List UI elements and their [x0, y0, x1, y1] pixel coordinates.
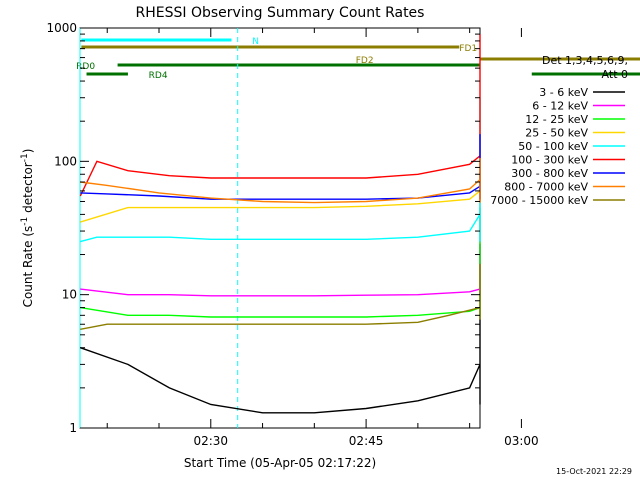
legend-label-3-6-kev: 3 - 6 keV	[539, 86, 588, 99]
flag-label-rd4: RD4	[149, 71, 168, 81]
series-line-7000-15000-kev	[80, 263, 481, 330]
footer-timestamp: 15-Oct-2021 22:29	[556, 467, 632, 476]
y-axis-label: Count Rate (s-1 detector-1)	[20, 149, 35, 308]
x-axis-label: Start Time (05-Apr-05 02:17:22)	[184, 456, 376, 470]
legend-label-800-7000-kev: 800 - 7000 keV	[504, 181, 588, 194]
series-line-3-6-kev	[80, 244, 481, 414]
series-line-6-12-kev	[80, 201, 481, 297]
y-tick-label: 1000	[46, 21, 77, 35]
series-line-300-800-kev	[80, 134, 481, 200]
flags-layer: N FD1 FD2 RD0 RD4	[76, 37, 640, 81]
flag-label-fd1: FD1	[459, 44, 477, 54]
legend-label-7000-15000-kev: 7000 - 15000 keV	[490, 194, 588, 207]
flag-label-fd2: FD2	[356, 56, 374, 66]
chart-title: RHESSI Observing Summary Count Rates	[136, 5, 425, 21]
plot-frame	[79, 27, 481, 429]
x-tick-label: 02:45	[349, 434, 384, 448]
y-axis-label-end: )	[21, 149, 35, 154]
legend-header-attenuator: Att 0	[602, 68, 628, 81]
series-line-100-300-kev	[79, 34, 481, 202]
x-tick-label: 02:30	[193, 434, 228, 448]
series-line-12-25-kev	[80, 207, 481, 318]
legend-label-12-25-kev: 12 - 25 keV	[525, 113, 588, 126]
x-tick-label: 03:00	[504, 434, 539, 448]
series-layer	[79, 34, 481, 414]
y-axis-label-main: Count Rate (s	[21, 226, 35, 308]
legend-label-300-800-kev: 300 - 800 keV	[511, 167, 588, 180]
y-axis-label-sup1: -1	[20, 217, 30, 226]
y-axis-label-mid: detector	[21, 162, 35, 217]
y-axis-label-sup2: -1	[20, 153, 30, 162]
legend-label-25-50-kev: 25 - 50 keV	[525, 127, 588, 140]
vertical-markers-layer	[79, 28, 239, 428]
series-line-25-50-kev	[80, 164, 481, 223]
legend-label-50-100-kev: 50 - 100 keV	[518, 140, 588, 153]
legend-label-100-300-kev: 100 - 300 keV	[511, 154, 588, 167]
legend-header-detectors: Det 1,3,4,5,6,9,	[542, 54, 628, 67]
flag-label-n: N	[252, 37, 259, 47]
legend-label-6-12-kev: 6 - 12 keV	[532, 100, 588, 113]
flag-label-rd0: RD0	[76, 62, 95, 72]
series-line-50-100-kev	[80, 97, 481, 243]
y-tick-label: 1	[69, 421, 77, 435]
y-tick-label: 100	[54, 154, 77, 168]
y-tick-label: 10	[62, 288, 77, 302]
series-line-800-7000-kev	[80, 158, 481, 204]
